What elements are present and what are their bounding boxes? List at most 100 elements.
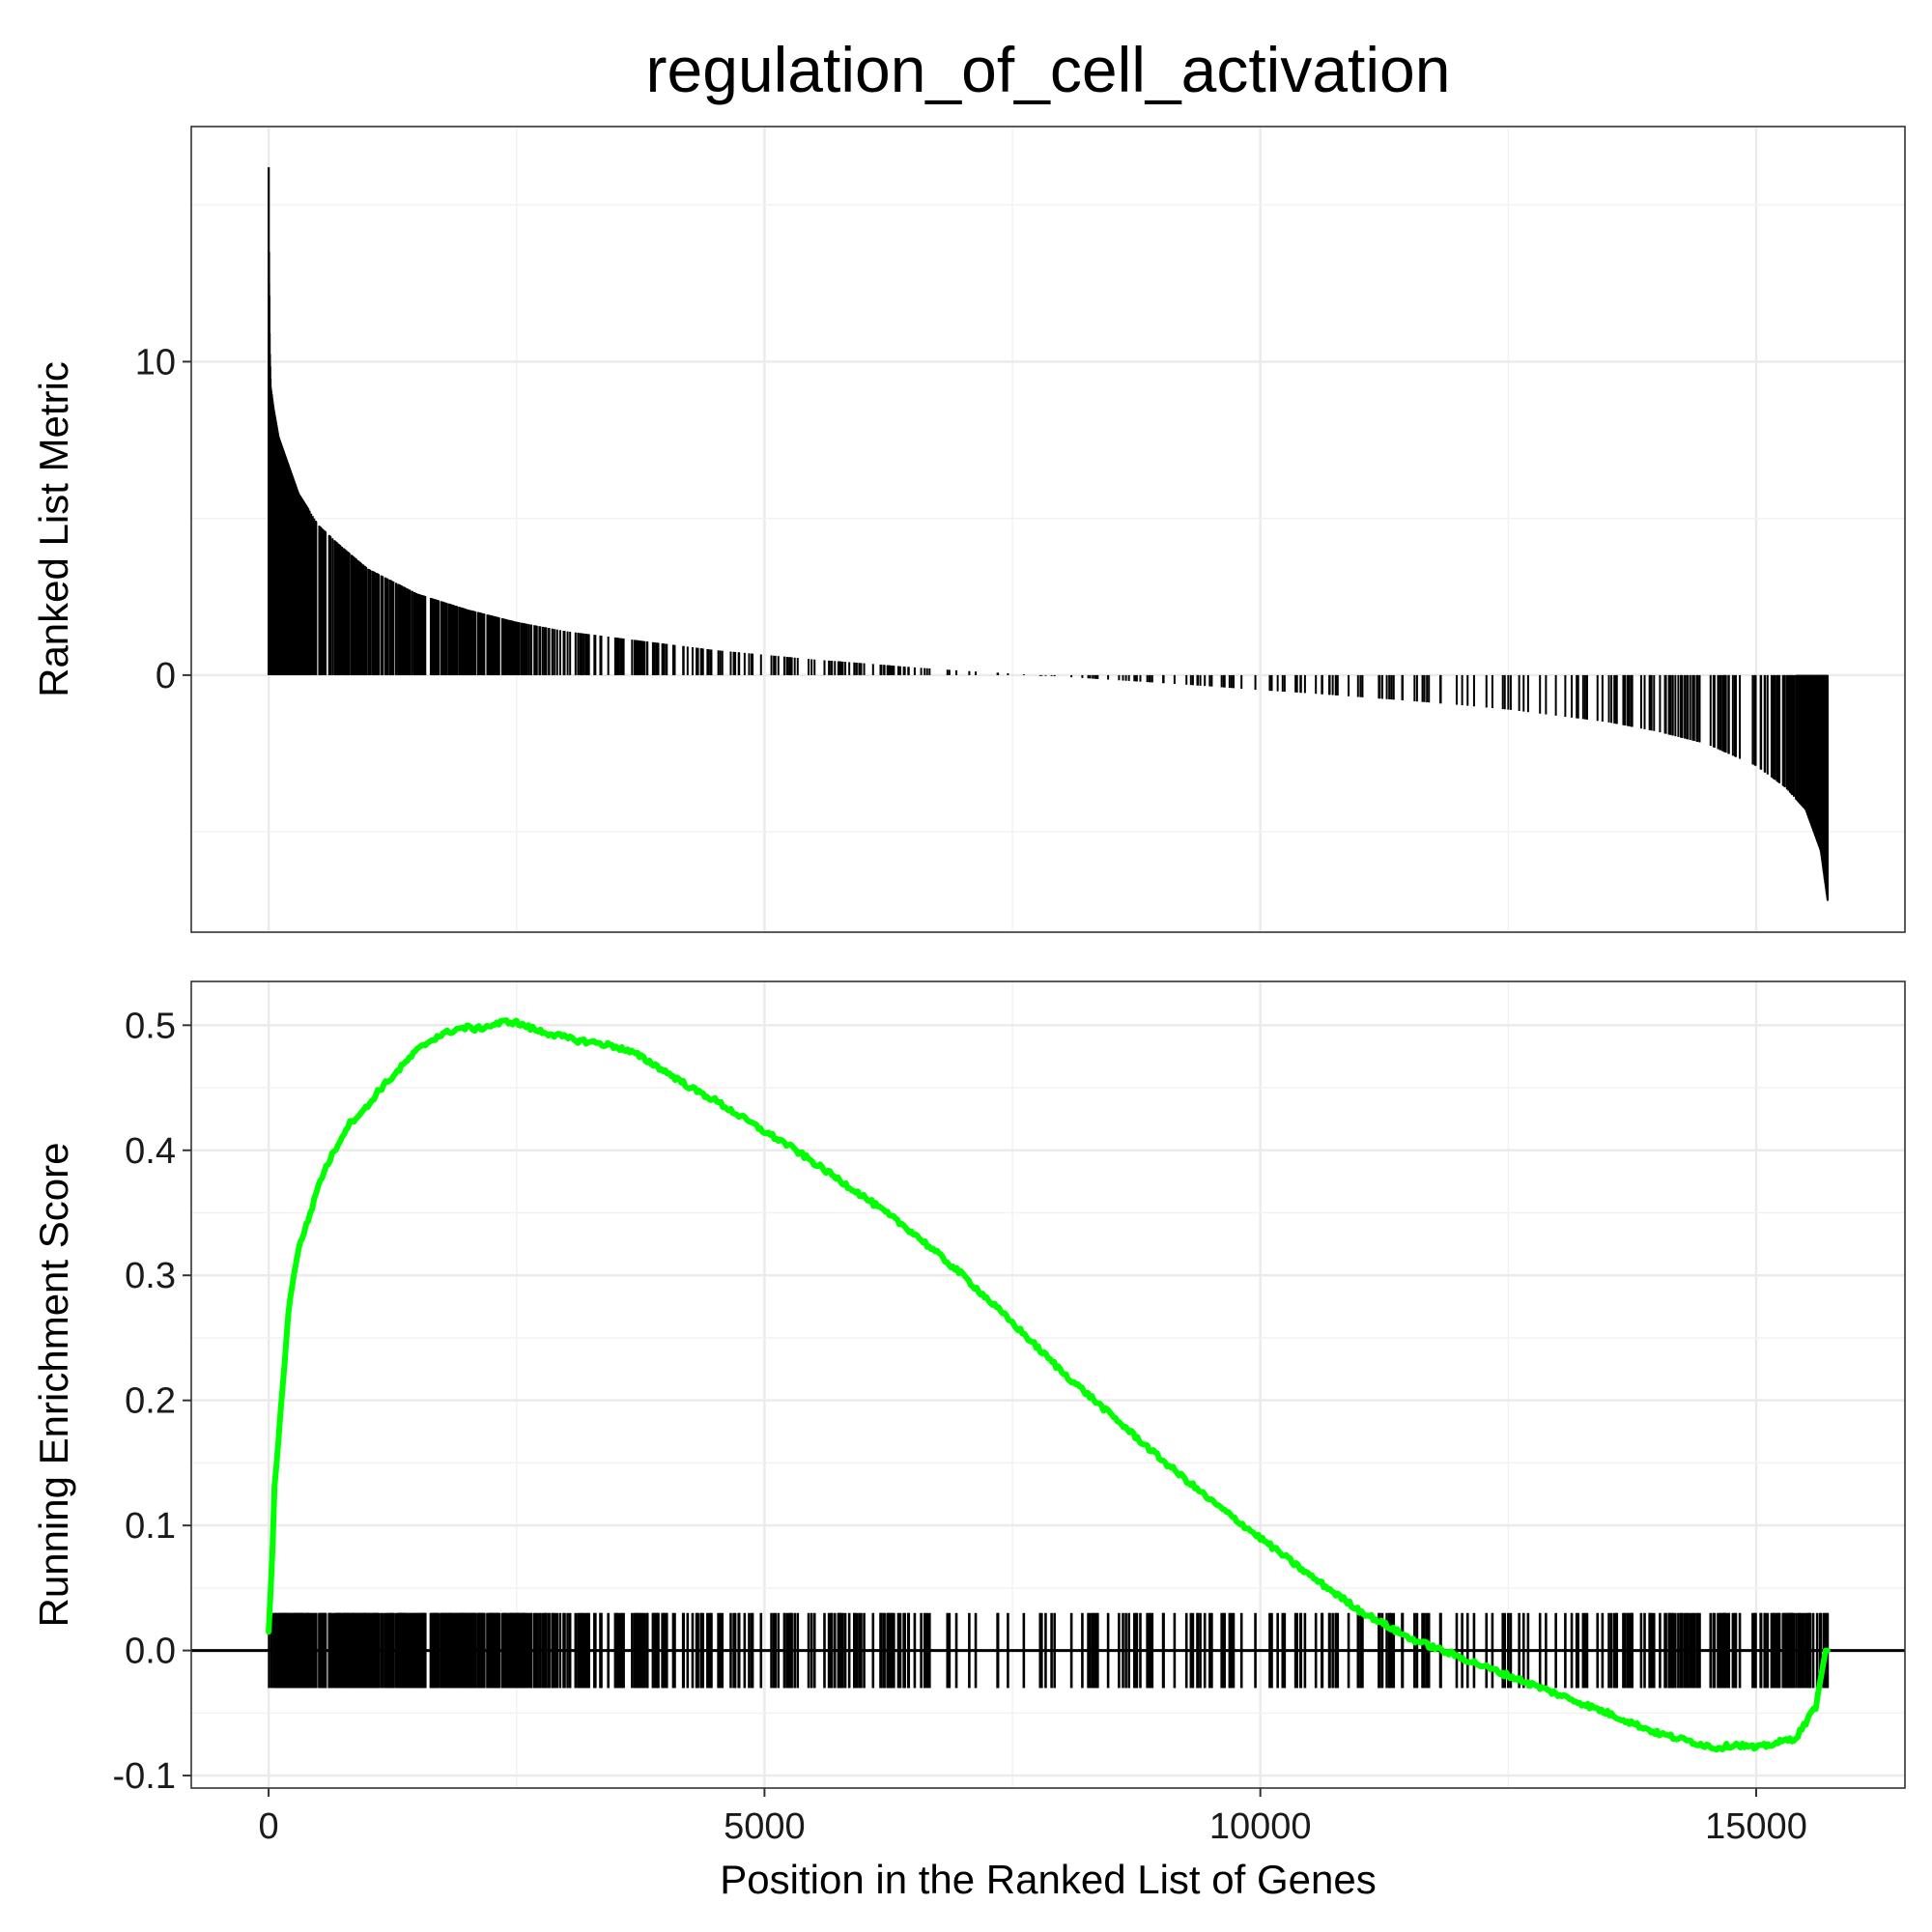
metric-bar bbox=[752, 653, 754, 675]
metric-bar bbox=[1491, 674, 1493, 709]
metric-bar bbox=[1149, 674, 1151, 683]
running-es-panel: -0.1 0.0 0.1 0.2 0.3 0.4 0.5 0 5000 10000 15000 R… bbox=[31, 980, 1906, 1902]
metric-bar bbox=[429, 597, 432, 675]
metric-bar bbox=[1439, 674, 1442, 704]
metric-bar bbox=[1734, 674, 1737, 757]
metric-bar bbox=[1687, 674, 1690, 740]
metric-bar bbox=[1295, 674, 1298, 693]
metric-bar bbox=[1698, 674, 1701, 743]
metric-bar bbox=[593, 635, 596, 675]
metric-bar bbox=[368, 569, 371, 675]
metric-bar bbox=[479, 612, 482, 675]
metric-bar bbox=[1390, 674, 1393, 700]
metric-bar bbox=[1146, 674, 1149, 683]
metric-bar bbox=[407, 588, 410, 675]
metric-bar bbox=[1134, 674, 1137, 682]
metric-bar bbox=[700, 648, 703, 675]
metric-bar bbox=[533, 625, 536, 675]
metric-bar bbox=[320, 527, 323, 675]
metric-bar bbox=[863, 663, 866, 675]
metric-bar bbox=[1610, 674, 1613, 724]
metric-bar bbox=[325, 531, 327, 675]
metric-bar bbox=[1776, 674, 1778, 781]
metric-bar bbox=[594, 635, 597, 675]
y-tick-label: 10 bbox=[135, 342, 176, 383]
metric-bar bbox=[1336, 674, 1339, 696]
metric-bar bbox=[1107, 674, 1110, 680]
metric-bar bbox=[586, 634, 589, 675]
metric-bar bbox=[521, 622, 524, 675]
y-tick-label: 0.2 bbox=[125, 1381, 176, 1422]
metric-bar bbox=[562, 630, 565, 675]
metric-bar bbox=[584, 634, 587, 675]
metric-bar bbox=[633, 639, 636, 675]
metric-bar bbox=[883, 665, 886, 675]
metric-bar bbox=[486, 614, 489, 675]
y-tick-label: -0.1 bbox=[113, 1756, 176, 1797]
metric-bar bbox=[534, 625, 537, 675]
metric-bar bbox=[975, 671, 978, 675]
metric-bar bbox=[831, 661, 834, 675]
metric-bar bbox=[1739, 674, 1742, 759]
metric-bar bbox=[506, 619, 509, 675]
metric-bar bbox=[808, 659, 810, 675]
metric-bar bbox=[1050, 674, 1053, 676]
metric-bar bbox=[1022, 674, 1025, 675]
metric-bar bbox=[662, 643, 665, 675]
metric-bar bbox=[682, 645, 685, 675]
metric-bar bbox=[442, 602, 445, 675]
metric-bar bbox=[1786, 674, 1789, 790]
metric-bar bbox=[417, 593, 420, 675]
metric-bar bbox=[721, 650, 724, 675]
metric-bar bbox=[321, 528, 324, 675]
metric-bar bbox=[344, 549, 347, 675]
metric-bar bbox=[1689, 674, 1691, 741]
x-tick-label: 10000 bbox=[1209, 1806, 1312, 1847]
metric-bar bbox=[1545, 674, 1548, 715]
metric-bar bbox=[341, 547, 344, 675]
metric-bar bbox=[640, 640, 643, 675]
metric-bar bbox=[335, 542, 338, 675]
metric-bar bbox=[1303, 674, 1306, 694]
metric-bar bbox=[1539, 674, 1542, 714]
metric-bar bbox=[1503, 674, 1506, 710]
metric-bar bbox=[1581, 674, 1584, 720]
metric-bar bbox=[1630, 674, 1633, 727]
metric-bar bbox=[810, 659, 813, 675]
metric-bar bbox=[1624, 674, 1627, 726]
metric-bar bbox=[1223, 674, 1226, 688]
metric-bar bbox=[789, 657, 792, 675]
metric-bar bbox=[841, 661, 844, 675]
metric-bar bbox=[1173, 674, 1176, 684]
ranked-list-bars bbox=[268, 167, 1829, 901]
x-tick-label: 15000 bbox=[1705, 1806, 1807, 1847]
x-axis-title: Position in the Ranked List of Genes bbox=[720, 1857, 1376, 1902]
metric-bar bbox=[1721, 674, 1724, 752]
metric-bar bbox=[357, 560, 360, 675]
metric-bar bbox=[1294, 674, 1297, 693]
metric-bar bbox=[600, 636, 603, 675]
metric-bar bbox=[587, 634, 590, 675]
metric-bar bbox=[1723, 674, 1726, 753]
metric-bar bbox=[384, 577, 386, 675]
metric-bar bbox=[1385, 674, 1388, 699]
metric-bar bbox=[1135, 674, 1138, 682]
metric-bar bbox=[470, 611, 473, 675]
metric-bar bbox=[1789, 674, 1792, 793]
metric-bar bbox=[1053, 674, 1056, 677]
metric-bar bbox=[409, 589, 412, 675]
metric-bar bbox=[732, 651, 735, 675]
metric-bar bbox=[581, 633, 583, 675]
running-es-y-axis-title: Running Enrichment Score bbox=[31, 1143, 76, 1628]
y-tick-label: 0.5 bbox=[125, 1006, 176, 1046]
metric-bar bbox=[1782, 674, 1785, 787]
metric-bar bbox=[889, 665, 892, 675]
metric-bar bbox=[773, 655, 776, 675]
metric-bar bbox=[893, 666, 895, 675]
metric-bar bbox=[472, 611, 475, 675]
metric-bar bbox=[1787, 674, 1790, 791]
metric-bar bbox=[1601, 674, 1604, 722]
metric-bar bbox=[1092, 674, 1094, 679]
ranked-list-gridlines bbox=[191, 127, 1905, 932]
metric-bar bbox=[1628, 674, 1631, 726]
